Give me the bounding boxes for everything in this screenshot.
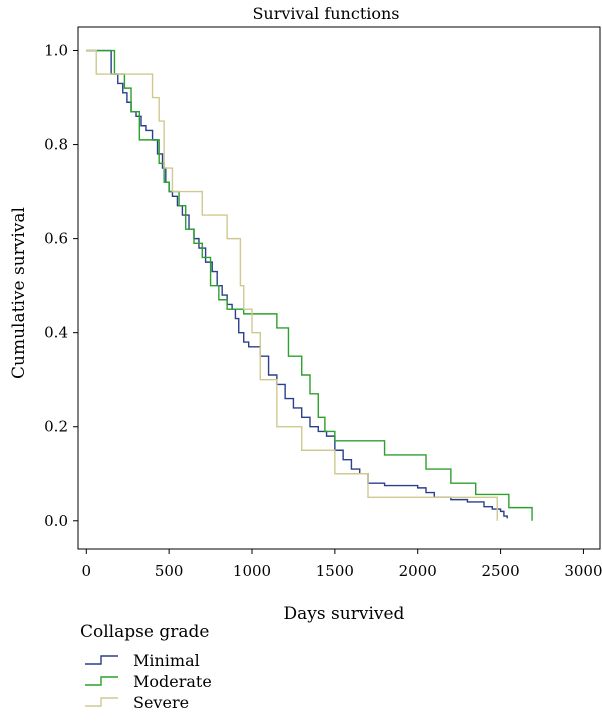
x-tick-label: 2000	[399, 562, 437, 580]
y-tick-label: 0.0	[44, 512, 68, 530]
plot-area	[77, 26, 601, 550]
y-tick-label: 0.8	[44, 136, 68, 154]
legend-label-moderate: Moderate	[133, 672, 212, 691]
y-tick-label: 0.6	[44, 230, 68, 248]
legend-swatch-severe	[85, 697, 118, 707]
legend-label-severe: Severe	[133, 693, 189, 712]
legend-title: Collapse grade	[80, 622, 209, 642]
x-tick-label: 1000	[233, 562, 271, 580]
series-line-minimal	[86, 49, 508, 519]
y-tick-label: 1.0	[44, 42, 68, 60]
x-tick-label: 1500	[316, 562, 354, 580]
x-tick-label: 0	[82, 562, 92, 580]
y-axis: 0.0 0.2 0.4 0.6 0.8 1.0	[44, 42, 78, 530]
x-tick-label: 3000	[564, 562, 602, 580]
x-axis: 0 500 1000 1500 2000 2500 3000	[82, 549, 602, 580]
series-line-moderate	[86, 49, 533, 521]
x-tick-label: 500	[155, 562, 184, 580]
x-axis-label: Days survived	[284, 604, 405, 624]
legend-swatch-moderate	[85, 676, 118, 686]
legend-swatch-minimal	[85, 655, 118, 665]
y-axis-label: Cumulative survival	[9, 207, 29, 379]
y-tick-label: 0.4	[44, 324, 68, 342]
plot-border	[77, 26, 601, 550]
chart-title: Survival functions	[252, 4, 399, 23]
legend-label-minimal: Minimal	[133, 651, 200, 670]
series-line-severe	[86, 49, 498, 521]
x-tick-label: 2500	[481, 562, 519, 580]
legend: Collapse grade Minimal Moderate Severe	[80, 622, 212, 712]
y-tick-label: 0.2	[44, 418, 68, 436]
series-lines	[86, 49, 533, 521]
